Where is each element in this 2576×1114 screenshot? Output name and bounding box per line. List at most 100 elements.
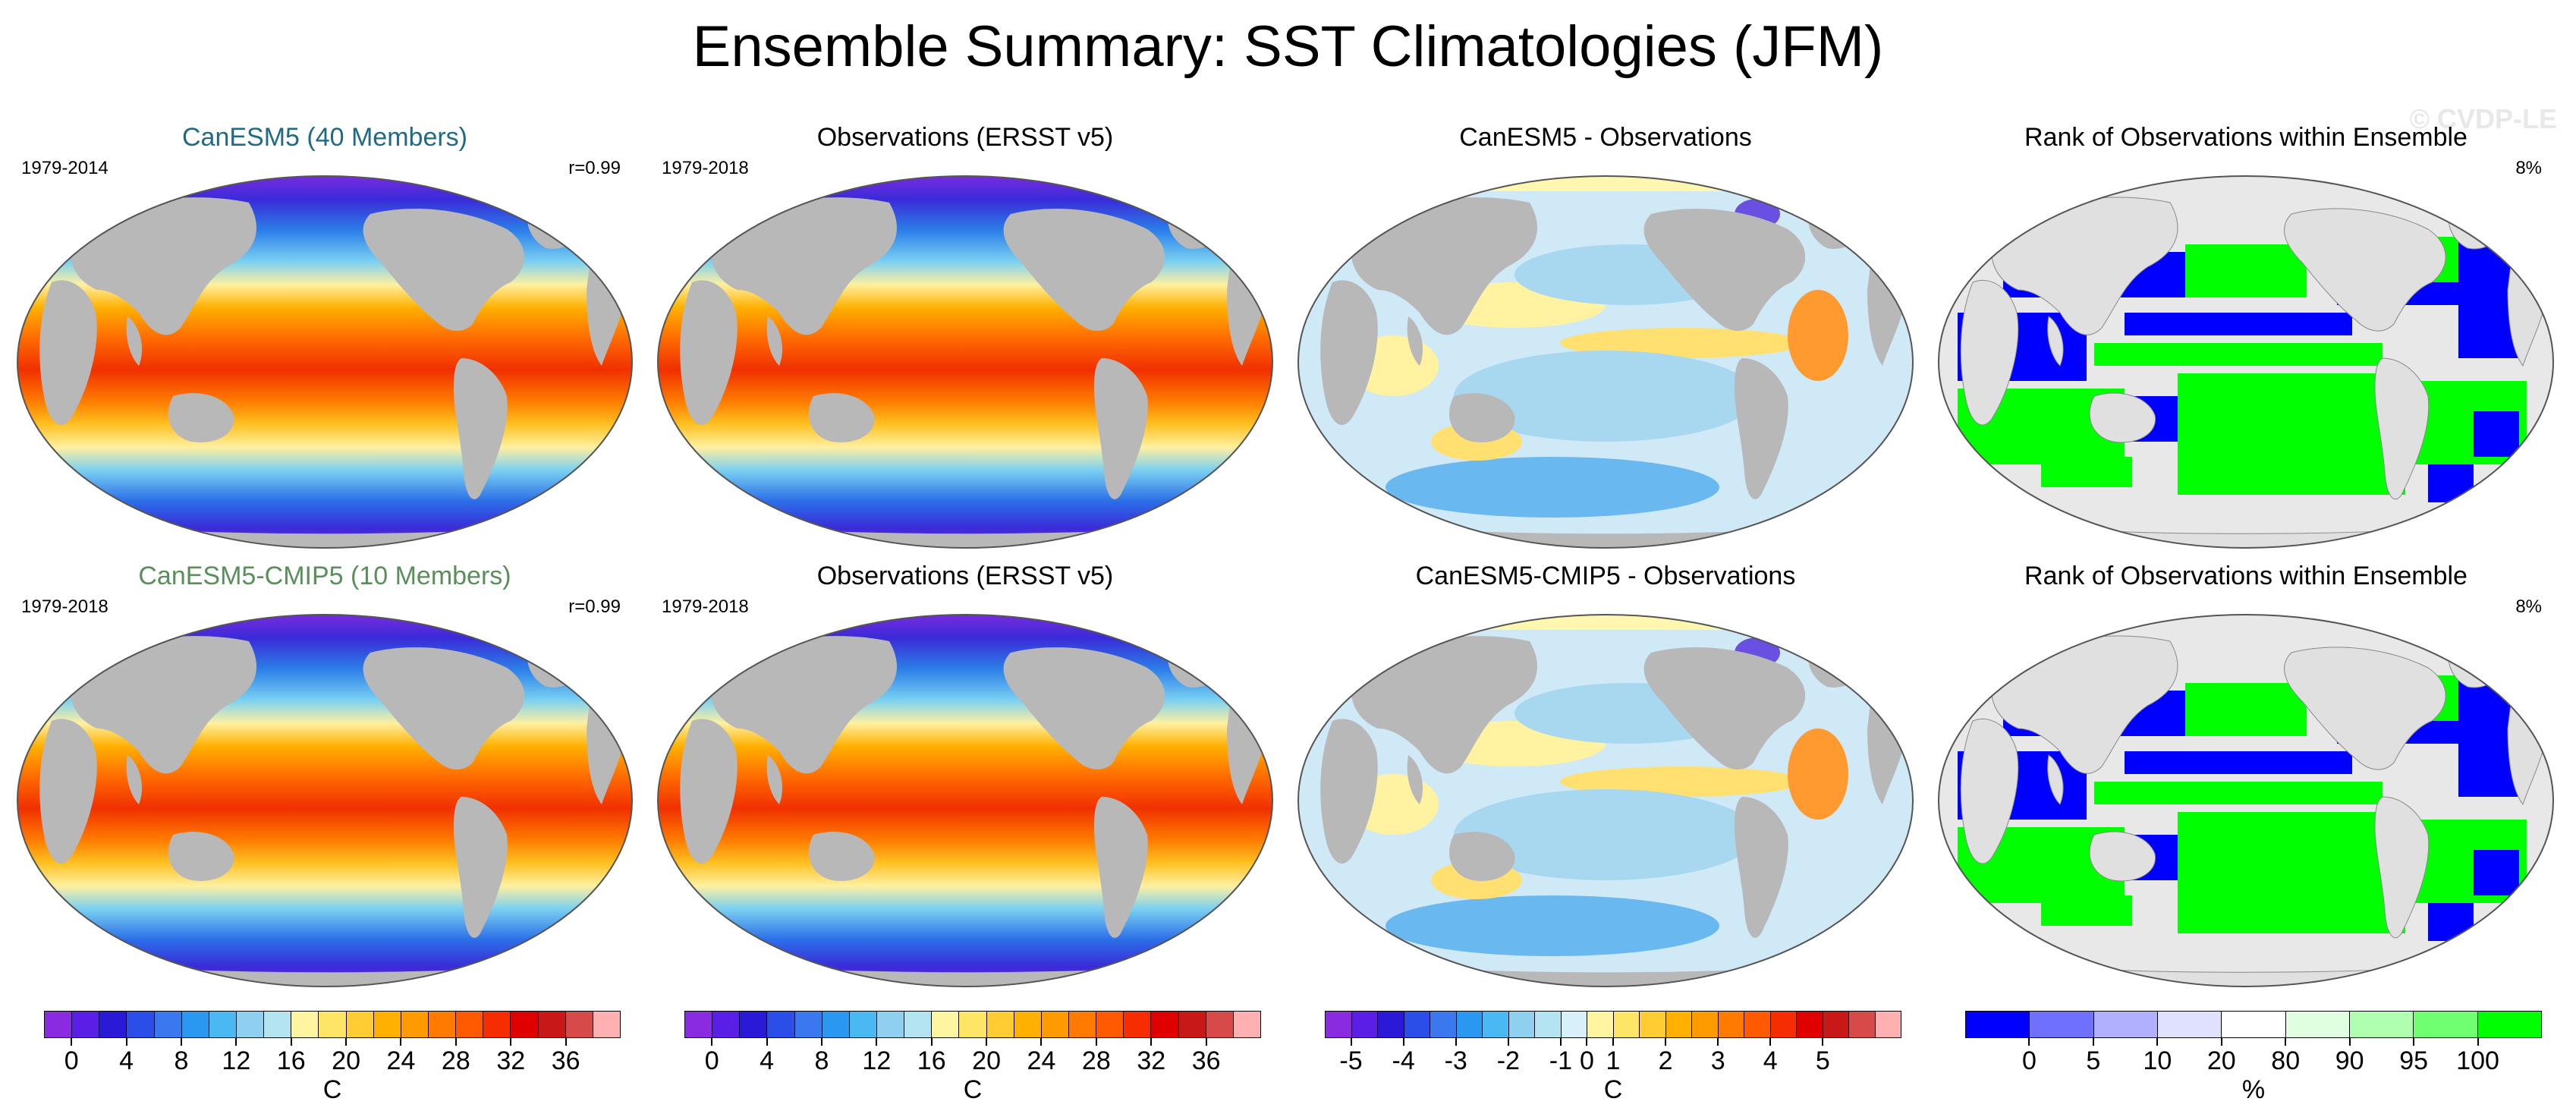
- colorbar-tick: [2028, 1038, 2030, 1046]
- period-label: 1979-2014: [21, 158, 109, 178]
- colorbar-tick: [1402, 1038, 1404, 1046]
- colorbar-swatch: [1326, 1012, 1352, 1037]
- colorbar-tick: [1150, 1038, 1153, 1046]
- colorbar-tick: [125, 1038, 127, 1046]
- colorbar-swatch: [740, 1012, 768, 1037]
- colorbar-tick: [1665, 1038, 1667, 1046]
- colorbar-swatch: [236, 1012, 265, 1037]
- colorbar-swatch: [511, 1012, 539, 1037]
- colorbar-swatch: [2093, 1012, 2158, 1037]
- colorbar-tick: [565, 1038, 567, 1046]
- stat-label: 8%: [2515, 158, 2542, 178]
- colorbar-tick-label: 0: [1579, 1046, 1594, 1075]
- colorbar-swatch: [127, 1012, 155, 1037]
- colorbar-swatch: [538, 1012, 566, 1037]
- colorbar-swatch: [373, 1012, 401, 1037]
- colorbar-tick-label: 8: [174, 1046, 189, 1075]
- colorbar-tick: [1205, 1038, 1207, 1046]
- colorbar-tick-label: -2: [1496, 1046, 1520, 1075]
- colorbar-strip: [1325, 1011, 1901, 1038]
- colorbar-swatch: [1966, 1012, 2030, 1037]
- colorbar-tick-label: 95: [2399, 1046, 2429, 1075]
- colorbar-tick: [2413, 1038, 2415, 1046]
- colorbar-swatch: [1178, 1012, 1206, 1037]
- panel-title: Observations (ERSST v5): [816, 562, 1114, 590]
- colorbar-tick-label: -3: [1444, 1046, 1467, 1075]
- colorbar-tick: [820, 1038, 822, 1046]
- sst-map: [657, 614, 1273, 987]
- colorbar-swatch: [2477, 1012, 2541, 1037]
- colorbar-tick-label: 20: [332, 1046, 360, 1075]
- colorbar-tick-label: -5: [1339, 1046, 1363, 1075]
- colorbar-tick-label: 0: [704, 1046, 719, 1075]
- colorbar-tick-label: -4: [1392, 1046, 1415, 1075]
- colorbar-tick-label: 80: [2271, 1046, 2301, 1075]
- colorbar-swatch: [849, 1012, 877, 1037]
- colorbar-swatch: [1849, 1012, 1876, 1037]
- colorbar-tick: [180, 1038, 182, 1046]
- map-panel: CanESM5 - Observations: [1287, 121, 1924, 562]
- colorbar-tick-label: 4: [760, 1046, 775, 1075]
- stat-label: r=0.99: [568, 596, 621, 617]
- diff-map: [1297, 175, 1914, 549]
- colorbar-tick: [1455, 1038, 1457, 1046]
- colorbar-swatch: [154, 1012, 182, 1037]
- colorbar-tick-label: 3: [1710, 1046, 1725, 1075]
- colorbar-swatch: [2157, 1012, 2222, 1037]
- colorbar-tick-label: 10: [2143, 1046, 2172, 1075]
- colorbar: 0 4 8 12 16 20 24 28 32 36 C: [44, 1002, 621, 1108]
- colorbar-swatch: [959, 1012, 987, 1037]
- colorbar-swatch: [2349, 1012, 2414, 1037]
- colorbar-swatch: [1797, 1012, 1823, 1037]
- colorbar-tick: [876, 1038, 878, 1046]
- colorbar-swatch: [1124, 1012, 1152, 1037]
- stat-label: 8%: [2515, 596, 2542, 617]
- colorbar-strip: [684, 1011, 1261, 1038]
- map-panel: CanESM5 (40 Members) 1979-2014 r=0.99: [6, 121, 643, 562]
- colorbar-swatch: [1508, 1012, 1535, 1037]
- colorbar-swatch: [1718, 1012, 1744, 1037]
- colorbar-tick-label: 32: [1137, 1046, 1166, 1075]
- colorbar-swatch: [1875, 1012, 1901, 1037]
- colorbar-swatch: [1770, 1012, 1797, 1037]
- colorbar-tick: [400, 1038, 402, 1046]
- colorbar-tick: [235, 1038, 237, 1046]
- colorbar-tick: [1822, 1038, 1824, 1046]
- colorbar-tick-label: 32: [496, 1046, 526, 1075]
- colorbar-swatch: [1096, 1012, 1124, 1037]
- colorbar-tick-label: 1: [1606, 1046, 1621, 1075]
- colorbar-tick: [1095, 1038, 1097, 1046]
- period-label: 1979-2018: [662, 596, 749, 617]
- colorbar-swatch: [2285, 1012, 2350, 1037]
- period-label: 1979-2018: [21, 596, 109, 617]
- colorbar-tick-label: 36: [1191, 1046, 1221, 1075]
- colorbar-tick: [711, 1038, 713, 1046]
- colorbar-swatch: [72, 1012, 100, 1037]
- panel-title: Observations (ERSST v5): [816, 123, 1114, 152]
- colorbar-tick-label: 28: [441, 1046, 470, 1075]
- colorbar-tick-label: 0: [64, 1046, 79, 1075]
- colorbar-tick-label: 24: [1027, 1046, 1056, 1075]
- colorbar-swatch: [319, 1012, 347, 1037]
- figure-title: Ensemble Summary: SST Climatologies (JFM…: [692, 14, 1884, 79]
- colorbar-swatch: [1404, 1012, 1430, 1037]
- colorbar-tick: [2285, 1038, 2287, 1046]
- colorbar-unit: C: [1603, 1075, 1623, 1104]
- colorbar-tick-label: -1: [1549, 1046, 1573, 1075]
- colorbar-strip: [44, 1011, 621, 1038]
- colorbar-tick-label: 12: [862, 1046, 892, 1075]
- colorbar-swatch: [593, 1012, 620, 1037]
- colorbar-swatch: [1068, 1012, 1097, 1037]
- map-panel: Observations (ERSST v5) 1979-2018: [646, 560, 1284, 1000]
- colorbar-tick-label: 24: [386, 1046, 416, 1075]
- colorbar-swatch: [428, 1012, 457, 1037]
- colorbar-swatch: [1014, 1012, 1042, 1037]
- colorbar-swatch: [932, 1012, 960, 1037]
- colorbar-tick: [766, 1038, 768, 1046]
- stat-label: r=0.99: [568, 158, 621, 178]
- colorbar-tick-label: 4: [119, 1046, 134, 1075]
- colorbar-tick-label: 2: [1658, 1046, 1673, 1075]
- colorbar-swatch: [1430, 1012, 1457, 1037]
- panel-title: CanESM5 (40 Members): [181, 123, 467, 152]
- colorbar-swatch: [2030, 1012, 2094, 1037]
